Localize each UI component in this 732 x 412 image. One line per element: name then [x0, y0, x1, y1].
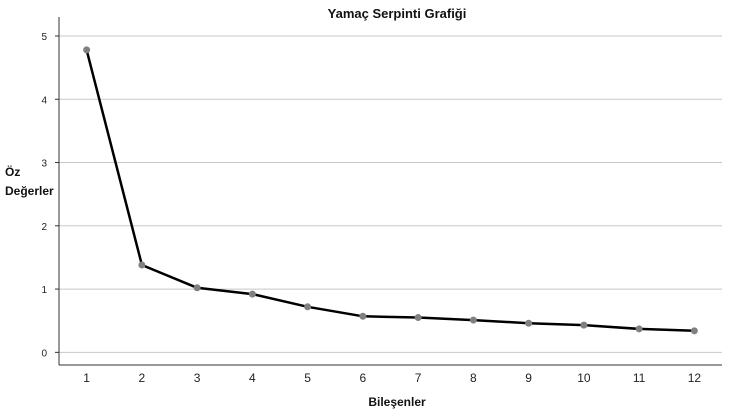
series-eigenvalues — [83, 46, 698, 335]
grid-lines — [59, 35, 722, 353]
x-tick-label-2: 2 — [139, 371, 146, 385]
data-point-10 — [580, 321, 588, 329]
data-point-9 — [525, 319, 533, 327]
data-point-3 — [193, 284, 201, 292]
y-tick-labels: 0 1 2 3 4 5 — [41, 32, 47, 359]
chart-title: Yamaç Serpinti Grafiği — [328, 6, 467, 21]
axes — [55, 17, 722, 366]
y-tick-label-4: 4 — [41, 95, 47, 106]
x-tick-label-1: 1 — [83, 371, 90, 385]
x-tick-label-10: 10 — [577, 371, 591, 385]
y-tick-label-3: 3 — [41, 159, 47, 170]
x-tick-label-5: 5 — [304, 371, 311, 385]
x-tick-label-7: 7 — [415, 371, 422, 385]
y-tick-label-2: 2 — [41, 222, 47, 233]
data-point-5 — [304, 303, 312, 311]
x-tick-label-6: 6 — [360, 371, 367, 385]
data-point-7 — [414, 314, 422, 322]
y-axis-label-line1: Öz — [5, 164, 20, 179]
series-line — [85, 49, 695, 333]
data-point-12 — [690, 327, 698, 335]
y-tick-label-5: 5 — [41, 32, 47, 43]
data-point-1 — [83, 46, 91, 54]
x-tick-labels: 1 2 3 4 5 6 7 8 9 10 11 12 — [83, 371, 701, 385]
x-axis-label: Bileşenler — [368, 395, 426, 409]
x-tick-label-4: 4 — [249, 371, 256, 385]
x-tick-label-3: 3 — [194, 371, 201, 385]
y-tick-label-1: 1 — [41, 285, 47, 296]
x-tick-label-11: 11 — [633, 371, 646, 385]
data-point-6 — [359, 312, 367, 320]
x-tick-label-12: 12 — [688, 371, 702, 385]
data-point-11 — [635, 325, 643, 333]
x-tick-label-9: 9 — [525, 371, 532, 385]
data-point-4 — [248, 290, 256, 298]
y-axis-label-line2: Değerler — [5, 184, 54, 198]
x-tick-label-8: 8 — [470, 371, 477, 385]
data-point-2 — [138, 261, 146, 269]
data-point-8 — [469, 316, 477, 324]
y-tick-label-0: 0 — [41, 348, 47, 359]
